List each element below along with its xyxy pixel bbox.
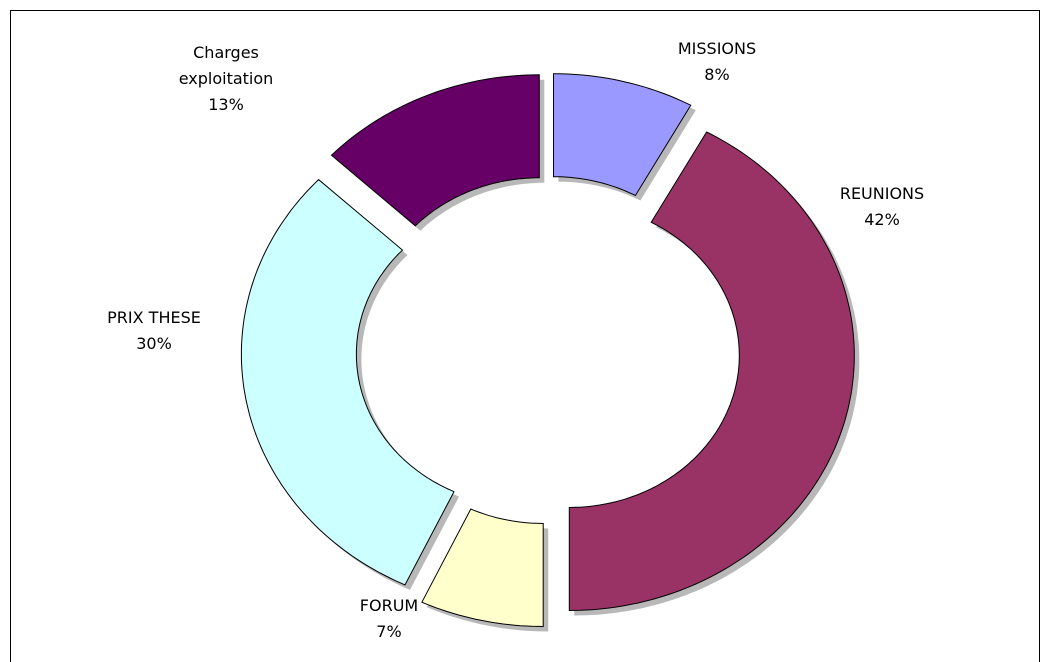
value-label: 13% xyxy=(208,95,244,114)
category-label: FORUM xyxy=(359,596,419,615)
slice xyxy=(421,508,544,628)
slice-label: MISSIONS 8% xyxy=(647,36,787,88)
value-label: 42% xyxy=(864,210,900,229)
slice-label: PRIX THESE 30% xyxy=(84,305,224,357)
value-label: 30% xyxy=(136,334,172,353)
slice xyxy=(553,73,692,197)
slice xyxy=(568,131,855,612)
slice xyxy=(240,178,455,586)
slice xyxy=(330,74,540,227)
value-label: 8% xyxy=(704,65,730,84)
slice-label: FORUM 7% xyxy=(319,593,459,645)
chart-frame xyxy=(10,10,1040,662)
slice-label: Charges exploitation 13% xyxy=(156,40,296,118)
category-label: MISSIONS xyxy=(677,39,757,58)
category-label: Charges exploitation xyxy=(178,43,274,88)
value-label: 7% xyxy=(376,622,402,641)
category-label: PRIX THESE xyxy=(107,308,201,327)
category-label: REUNIONS xyxy=(839,184,925,203)
slice-label: REUNIONS 42% xyxy=(812,181,952,233)
